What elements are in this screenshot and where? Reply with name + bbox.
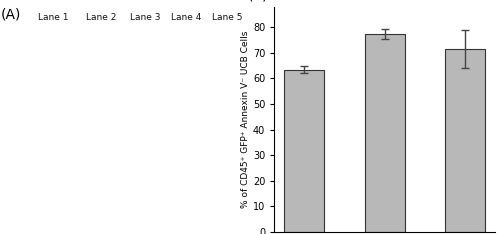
Bar bbox=[34, 55, 72, 69]
Bar bbox=[212, 125, 244, 132]
Bar bbox=[42, 136, 64, 141]
Bar bbox=[31, 116, 74, 123]
Bar bbox=[206, 115, 248, 121]
Bar bbox=[206, 125, 248, 132]
Bar bbox=[32, 173, 74, 178]
Bar bbox=[212, 115, 244, 121]
Bar bbox=[33, 98, 72, 103]
Bar bbox=[126, 124, 164, 130]
Bar bbox=[42, 173, 64, 178]
Text: Lane 2: Lane 2 bbox=[86, 13, 117, 22]
Bar bbox=[135, 124, 155, 130]
Bar bbox=[284, 69, 325, 232]
Bar bbox=[40, 55, 66, 69]
Bar bbox=[172, 104, 201, 108]
Bar bbox=[36, 116, 70, 123]
Bar bbox=[168, 104, 205, 108]
Text: Lane 3: Lane 3 bbox=[130, 13, 160, 22]
Bar bbox=[32, 136, 74, 141]
Bar bbox=[87, 119, 116, 126]
Bar bbox=[36, 78, 70, 87]
Bar bbox=[130, 114, 160, 120]
Bar bbox=[135, 114, 155, 120]
Text: Lane 1: Lane 1 bbox=[38, 13, 68, 22]
Bar bbox=[36, 154, 70, 161]
Bar bbox=[28, 189, 78, 196]
Bar bbox=[30, 78, 76, 87]
Bar bbox=[91, 119, 112, 126]
Bar bbox=[40, 78, 65, 87]
Bar bbox=[34, 189, 72, 196]
Y-axis label: % of CD45⁺ GFP⁺ Annexin V⁻ UCB Cells: % of CD45⁺ GFP⁺ Annexin V⁻ UCB Cells bbox=[241, 31, 250, 208]
Bar bbox=[36, 136, 69, 141]
Bar bbox=[82, 119, 120, 126]
Bar bbox=[30, 154, 76, 161]
Bar bbox=[364, 34, 405, 232]
Text: Lane 5: Lane 5 bbox=[212, 13, 243, 22]
Bar bbox=[168, 121, 205, 126]
Bar bbox=[42, 98, 64, 103]
Bar bbox=[126, 114, 164, 120]
Bar bbox=[42, 211, 64, 216]
Bar bbox=[36, 173, 69, 178]
Bar bbox=[130, 124, 160, 130]
Bar bbox=[176, 104, 197, 108]
Bar bbox=[28, 55, 78, 69]
Bar bbox=[216, 125, 239, 132]
Bar bbox=[40, 189, 66, 196]
Bar bbox=[36, 211, 69, 216]
Text: (A): (A) bbox=[0, 7, 21, 21]
Text: Lane 4: Lane 4 bbox=[171, 13, 202, 22]
Bar bbox=[176, 121, 197, 126]
Bar bbox=[38, 98, 68, 103]
Bar bbox=[32, 211, 74, 216]
Bar bbox=[445, 49, 485, 232]
Bar bbox=[172, 121, 201, 126]
Text: (B): (B) bbox=[248, 0, 268, 3]
Bar bbox=[41, 116, 64, 123]
Bar bbox=[40, 154, 65, 161]
Bar bbox=[216, 115, 239, 121]
